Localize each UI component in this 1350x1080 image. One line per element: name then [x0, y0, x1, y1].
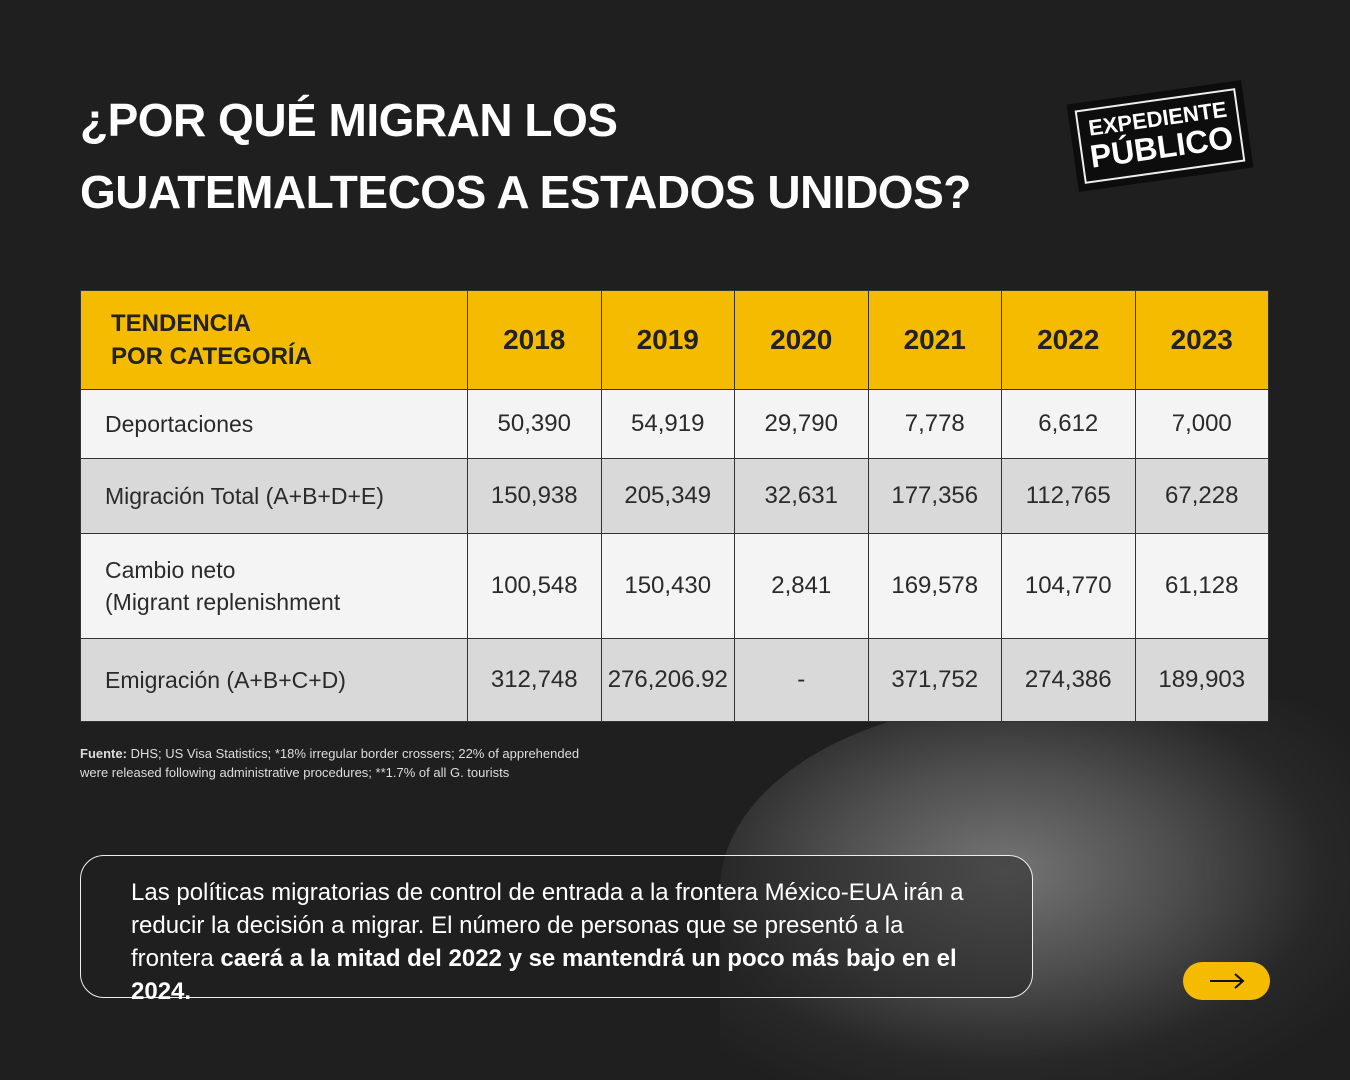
table-cell: 312,748	[467, 638, 602, 722]
header-line-1: TENDENCIA	[111, 310, 252, 337]
table-cell: 2,841	[734, 533, 869, 639]
table-cell: 104,770	[1001, 533, 1136, 639]
row-label-line: Cambio neto	[105, 557, 236, 583]
table-cell: 67,228	[1134, 458, 1269, 534]
table-cell: 205,349	[600, 458, 735, 534]
year-header: 2018	[467, 290, 602, 390]
table-cell: 50,390	[467, 389, 602, 459]
callout-box: Las políticas migratorias de control de …	[80, 855, 1033, 1005]
row-label: Cambio neto (Migrant replenishment	[80, 533, 468, 639]
table-cell: 276,206.92	[600, 638, 735, 722]
table-cell: 150,938	[467, 458, 602, 534]
row-label: Migración Total (A+B+D+E)	[80, 458, 468, 534]
table-cell: -	[734, 638, 869, 722]
table-cell: 150,430	[600, 533, 735, 639]
category-header: TENDENCIA POR CATEGORÍA	[80, 290, 468, 390]
table-cell: 177,356	[867, 458, 1002, 534]
source-label: Fuente:	[80, 746, 127, 761]
callout-bold-text: caerá a la mitad del 2022 y se mantendrá…	[131, 945, 957, 1005]
row-label: Deportaciones	[80, 389, 468, 459]
table-row: Deportaciones 50,390 54,919 29,790 7,778 6,61…	[80, 389, 1269, 459]
year-header: 2019	[600, 290, 735, 390]
year-header: 2023	[1134, 290, 1269, 390]
source-text: DHS; US Visa Statistics; *18% irregular …	[80, 746, 580, 780]
table-cell: 274,386	[1001, 638, 1136, 722]
year-header: 2020	[734, 290, 869, 390]
row-label-line: Migración Total (A+B+D+E)	[105, 483, 384, 509]
table-cell: 169,578	[867, 533, 1002, 639]
row-label-line: Deportaciones	[105, 411, 254, 437]
next-button[interactable]	[1183, 962, 1270, 1000]
table-cell: 7,778	[867, 389, 1002, 459]
table-row: Emigración (A+B+C+D) 312,748 276,206.92-37…	[80, 638, 1269, 722]
table-cell: 7,000	[1134, 389, 1269, 459]
table-cell: 189,903	[1134, 638, 1269, 722]
table-cell: 100,548	[467, 533, 602, 639]
table-cell: 29,790	[734, 389, 869, 459]
table-cell: 54,919	[600, 389, 735, 459]
title-line-2: GUATEMALTECOS A ESTADOS UNIDOS?	[80, 166, 971, 218]
table-cell: 371,752	[867, 638, 1002, 722]
expediente-publico-logo: EXPEDIENTE PÚBLICO	[1066, 80, 1254, 192]
header-line-2: POR CATEGORÍA	[111, 343, 312, 370]
year-header: 2021	[867, 290, 1002, 390]
row-label: Emigración (A+B+C+D)	[80, 638, 468, 722]
table-cell: 112,765	[1001, 458, 1136, 534]
arrow-right-icon	[1209, 973, 1245, 989]
year-header: 2022	[1001, 290, 1136, 390]
table-row: Cambio neto (Migrant replenishment 100,548…	[80, 533, 1269, 639]
table-cell: 32,631	[734, 458, 869, 534]
page-title: ¿POR QUÉ MIGRAN LOS GUATEMALTECOS A ESTA…	[80, 84, 980, 228]
callout-text: Las políticas migratorias de control de …	[131, 879, 964, 972]
title-line-1: ¿POR QUÉ MIGRAN LOS	[80, 94, 618, 146]
row-label-line: Emigración (A+B+C+D)	[105, 667, 346, 693]
source-note: Fuente: DHS; US Visa Statistics; *18% ir…	[80, 744, 600, 782]
table-cell: 61,128	[1134, 533, 1269, 639]
row-label-line: (Migrant replenishment	[105, 589, 341, 615]
table-cell: 6,612	[1001, 389, 1136, 459]
table-row: Migración Total (A+B+D+E) 150,938 205,349 3…	[80, 458, 1269, 534]
migration-table: TENDENCIA POR CATEGORÍA 2018 2019 2020 2…	[80, 290, 1269, 722]
